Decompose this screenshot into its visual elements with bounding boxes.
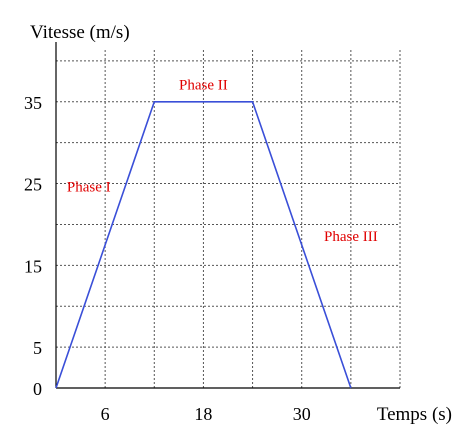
series-line [55,100,352,389]
axes [55,42,400,389]
y-axis-label: Vitesse (m/s) [30,22,130,43]
y-tick-label: 35 [24,93,42,113]
phase-annotation: Phase III [324,229,378,245]
tick-labels: 6 18 30 0 5 15 25 35 [24,93,311,424]
y-tick-label: 25 [24,175,42,195]
phase-annotation: Phase II [179,78,228,94]
x-tick-label: 30 [293,404,311,424]
y-tick-label: 0 [33,379,42,399]
x-tick-label: 6 [101,404,110,424]
x-tick-label: 18 [194,404,212,424]
series [55,100,352,389]
annotations: Phase I Phase II Phase III [67,78,378,245]
x-axis-label: Temps (s) [377,404,452,425]
y-tick-label: 5 [33,338,42,358]
grid [56,50,401,388]
y-tick-label: 15 [24,256,42,276]
phase-annotation: Phase I [67,180,111,196]
